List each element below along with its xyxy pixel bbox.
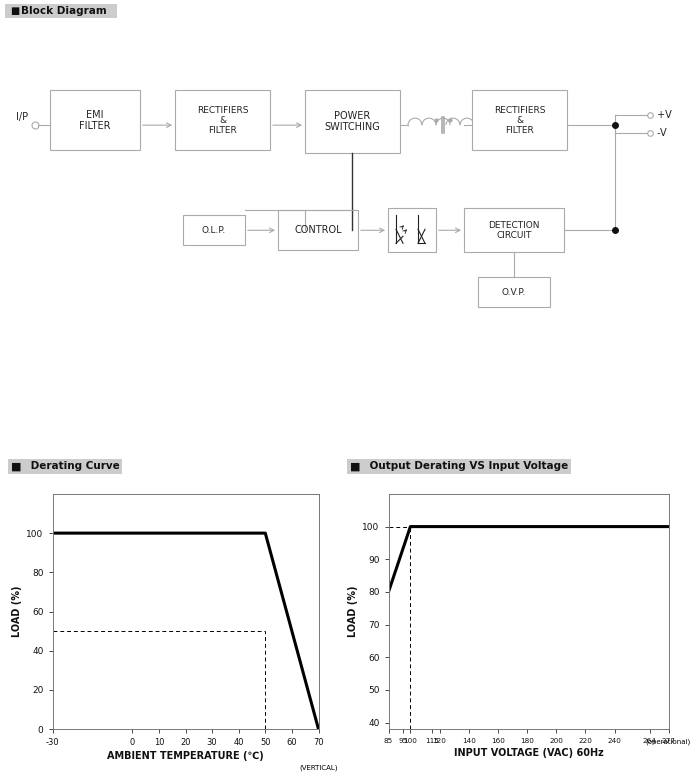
Text: &: & bbox=[219, 116, 226, 125]
Bar bbox=[175, 90, 270, 151]
Y-axis label: LOAD (%): LOAD (%) bbox=[12, 586, 22, 637]
Text: &: & bbox=[516, 116, 523, 125]
Bar bbox=[50, 90, 140, 151]
Text: ■: ■ bbox=[10, 462, 21, 471]
Text: Output Derating VS Input Voltage: Output Derating VS Input Voltage bbox=[366, 462, 568, 471]
Text: Derating Curve: Derating Curve bbox=[27, 462, 119, 471]
Bar bbox=[305, 90, 400, 153]
Bar bbox=[464, 209, 564, 252]
Text: FILTER: FILTER bbox=[505, 125, 534, 135]
Text: +V: +V bbox=[654, 110, 672, 120]
X-axis label: AMBIENT TEMPERATURE (℃): AMBIENT TEMPERATURE (℃) bbox=[107, 751, 264, 761]
Text: RECTIFIERS: RECTIFIERS bbox=[494, 106, 545, 114]
Text: DETECTION: DETECTION bbox=[489, 221, 540, 230]
Text: (VERTICAL): (VERTICAL) bbox=[300, 764, 337, 771]
Bar bbox=[478, 278, 550, 307]
Bar bbox=[278, 210, 358, 250]
X-axis label: INPUT VOLTAGE (VAC) 60Hz: INPUT VOLTAGE (VAC) 60Hz bbox=[454, 748, 603, 758]
Text: CONTROL: CONTROL bbox=[294, 225, 342, 235]
Text: I/P: I/P bbox=[16, 112, 28, 122]
Text: O.L.P.: O.L.P. bbox=[202, 226, 226, 234]
Text: -V: -V bbox=[654, 128, 666, 138]
Text: RECTIFIERS: RECTIFIERS bbox=[197, 106, 248, 114]
Text: POWER: POWER bbox=[335, 111, 370, 122]
Bar bbox=[183, 216, 245, 245]
Text: Block Diagram: Block Diagram bbox=[21, 6, 106, 16]
Text: (operational): (operational) bbox=[646, 739, 691, 746]
Text: FILTER: FILTER bbox=[208, 125, 237, 135]
Text: ■: ■ bbox=[350, 462, 360, 471]
Bar bbox=[472, 90, 567, 151]
Text: EMI: EMI bbox=[86, 110, 104, 120]
Bar bbox=[5, 4, 117, 18]
Y-axis label: LOAD (%): LOAD (%) bbox=[348, 586, 358, 637]
Text: SWITCHING: SWITCHING bbox=[325, 122, 380, 132]
Bar bbox=[388, 209, 436, 252]
Text: ■: ■ bbox=[10, 6, 20, 16]
Text: CIRCUIT: CIRCUIT bbox=[496, 230, 532, 240]
Text: O.V.P.: O.V.P. bbox=[502, 288, 526, 297]
Text: FILTER: FILTER bbox=[79, 121, 111, 131]
